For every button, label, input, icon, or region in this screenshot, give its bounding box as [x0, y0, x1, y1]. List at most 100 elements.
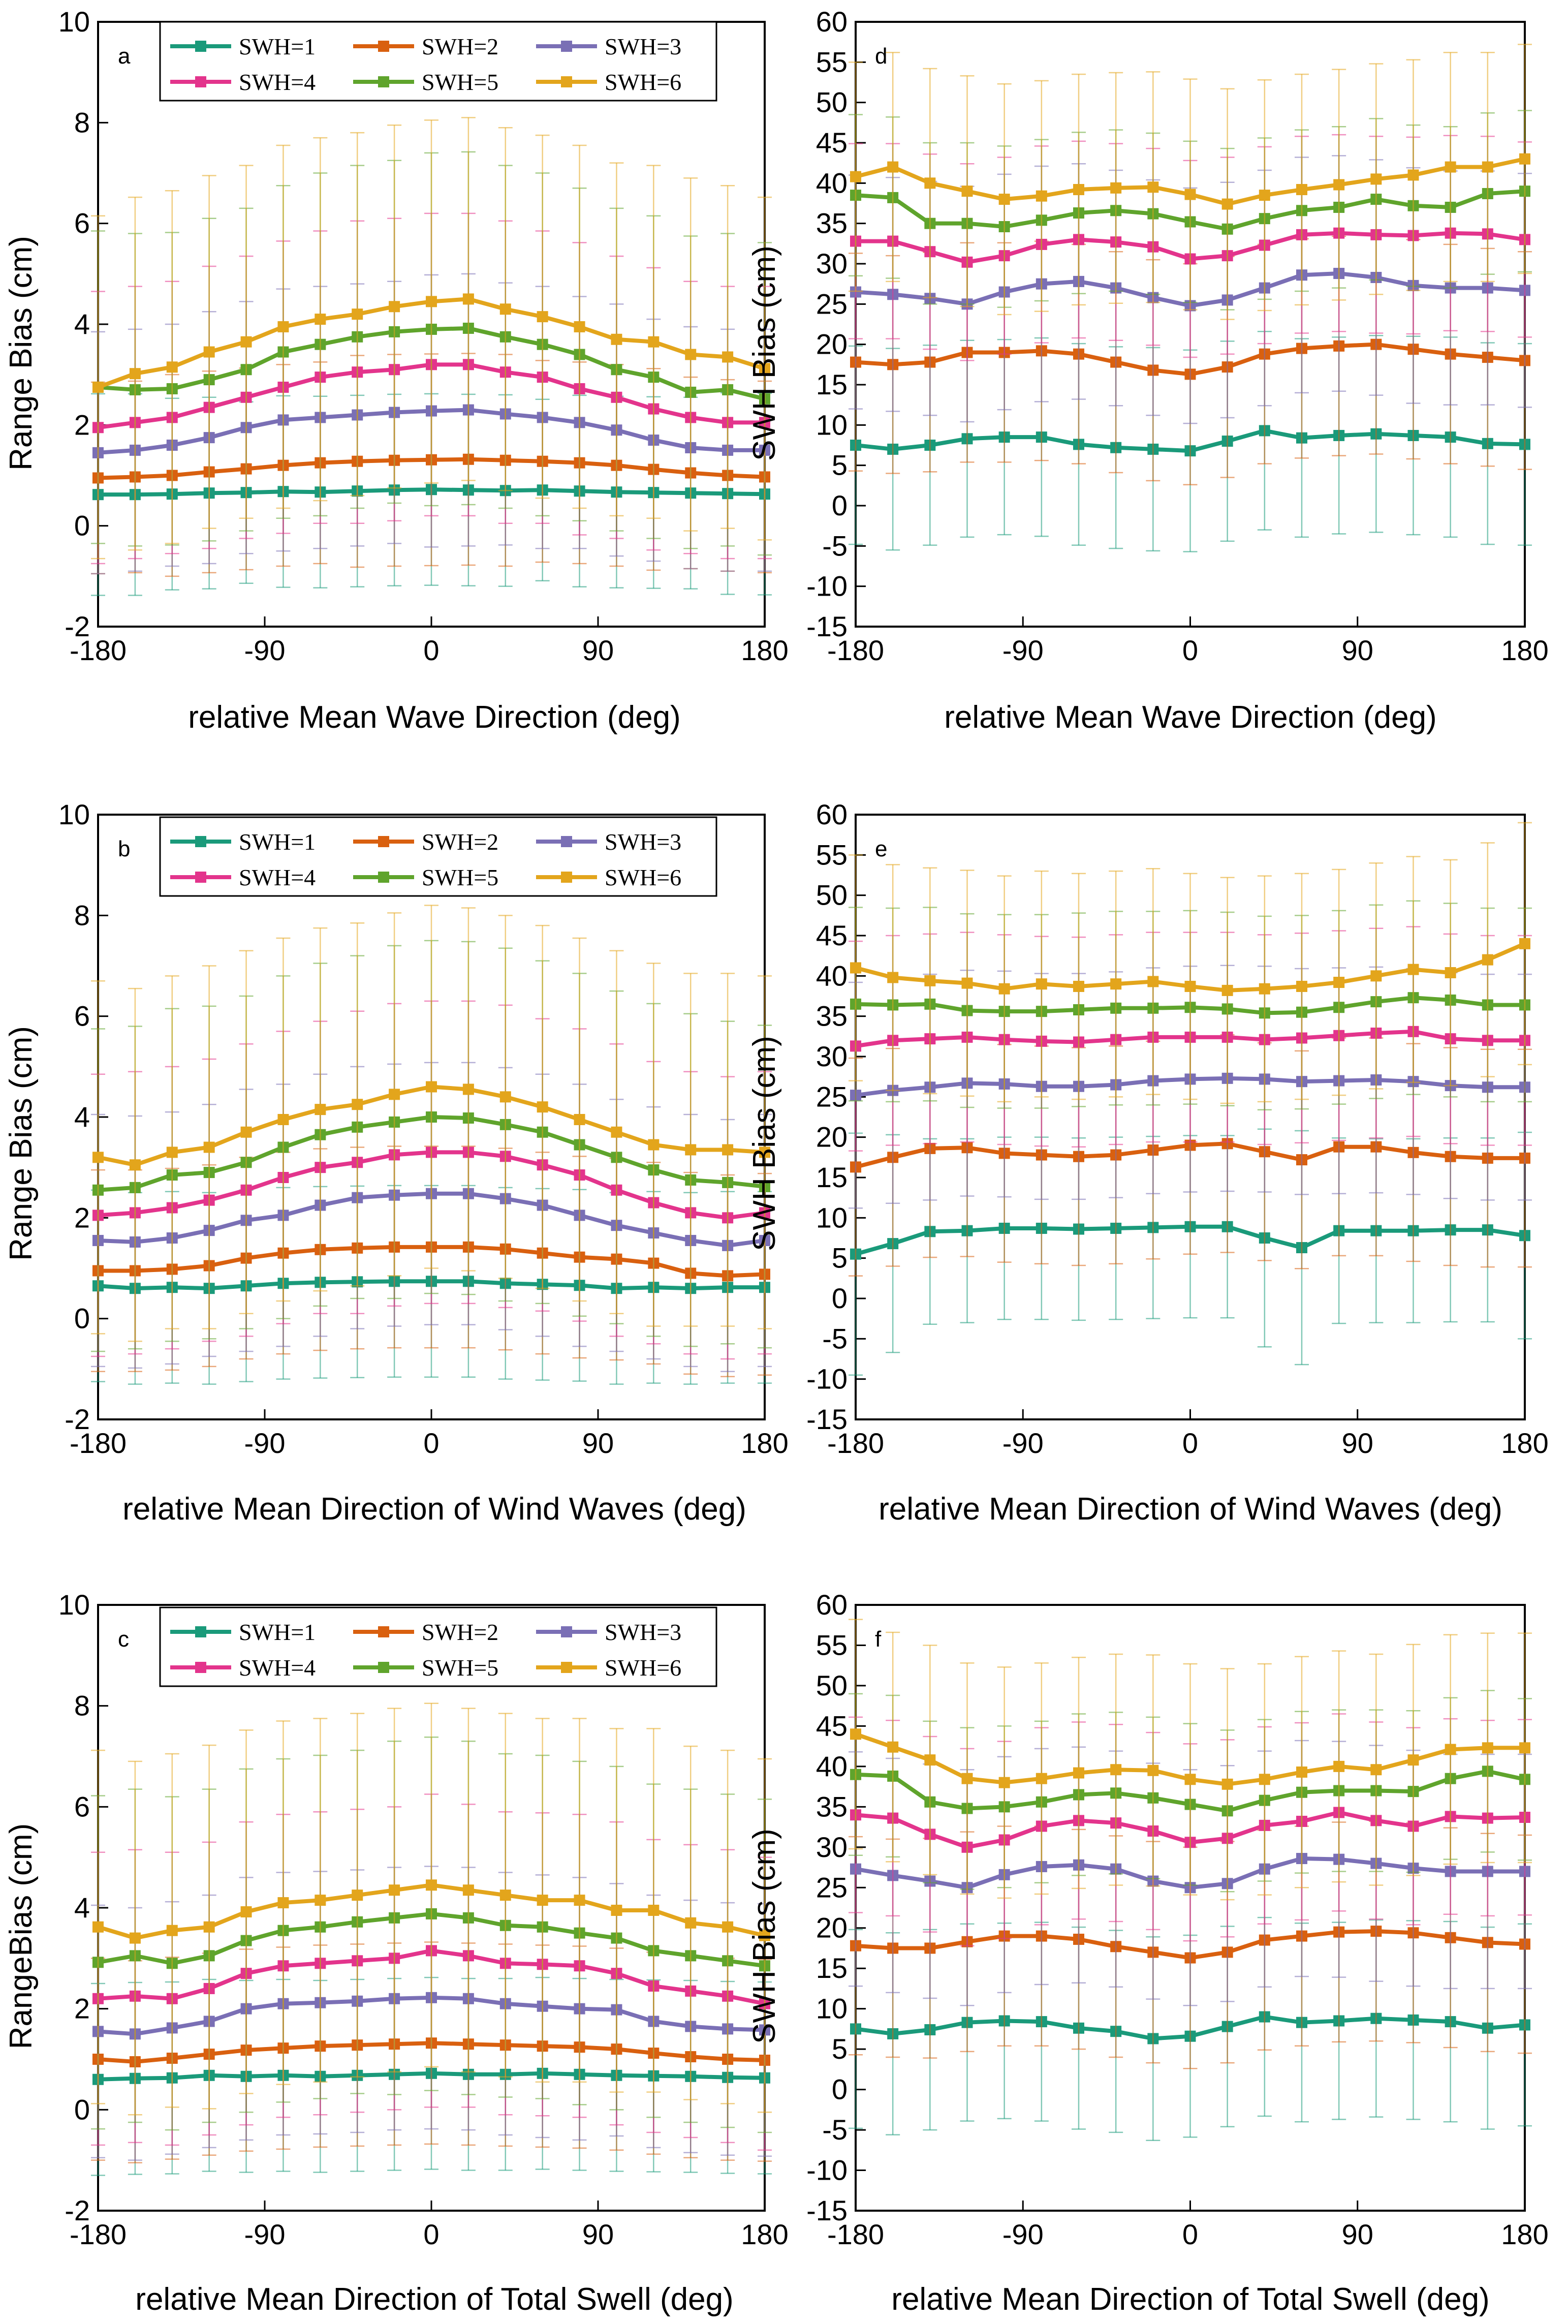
data-point [1259, 1774, 1270, 1785]
legend-marker [378, 836, 389, 847]
legend-marker [378, 1626, 389, 1637]
data-point [1519, 153, 1530, 165]
data-point [389, 1089, 400, 1100]
data-point [850, 1728, 861, 1740]
chart-panel-e: SWH Bias (cm) relative Mean Direction of… [747, 798, 1549, 1527]
panel-c-xtick-label: 90 [582, 2218, 614, 2250]
data-point [315, 1104, 326, 1115]
panel-a-letter: a [118, 44, 131, 69]
data-point [129, 368, 141, 380]
panel-f-ytick-label: 15 [816, 1952, 848, 1984]
data-point [499, 303, 511, 315]
panel-a-ytick-label: 8 [74, 106, 90, 138]
data-point [1482, 1742, 1493, 1754]
panel-e-letter: e [875, 836, 887, 861]
panel-e-xtick-label: -90 [1002, 1427, 1044, 1459]
data-point [92, 1921, 104, 1933]
panel-f-xtick-label: 90 [1342, 2218, 1373, 2250]
data-point [1147, 976, 1159, 987]
panel-f-ytick-label: 5 [832, 2033, 848, 2065]
legend-marker [195, 872, 206, 883]
data-point [722, 351, 734, 363]
panel-b-ytick-label: 10 [58, 798, 90, 830]
panel-b-ylabel: Range Bias (cm) [4, 1026, 39, 1261]
panel-e-ytick-label: -15 [806, 1403, 848, 1435]
data-point [1445, 967, 1456, 978]
panel-c-ytick-label: 6 [74, 1790, 90, 1822]
legend-label: SWH=5 [422, 864, 498, 890]
legend-marker [561, 836, 572, 847]
panel-d-ytick-label: -15 [806, 610, 848, 642]
data-point [1184, 980, 1196, 992]
data-point [1482, 161, 1493, 173]
data-point [426, 1879, 437, 1891]
data-point [648, 336, 660, 348]
panel-e-xtick-label: 90 [1342, 1427, 1373, 1459]
data-point [537, 1101, 548, 1113]
panel-e-ytick-label: -10 [806, 1363, 848, 1395]
data-point [1296, 980, 1307, 992]
data-point [887, 1741, 899, 1753]
data-point [611, 1126, 622, 1138]
panel-b-xtick-label: -180 [70, 1427, 127, 1459]
data-point [203, 1141, 215, 1153]
legend-label: SWH=5 [422, 69, 498, 95]
panel-a-xtick-label: -90 [244, 634, 286, 666]
data-point [389, 301, 400, 313]
data-point [1110, 182, 1122, 194]
data-point [611, 1904, 622, 1916]
data-point [129, 1159, 141, 1171]
legend-marker [561, 872, 572, 883]
data-point [462, 1884, 474, 1896]
data-point [611, 333, 622, 345]
data-point [240, 1906, 252, 1917]
panel-c-ytick-label: 10 [58, 1589, 90, 1621]
data-point [1333, 179, 1345, 191]
panel-d-ytick-label: 5 [832, 449, 848, 481]
panel-d-ytick-label: 60 [816, 6, 848, 38]
chart-panel-f: SWH Bias (cm) relative Mean Direction of… [747, 1589, 1549, 2317]
panel-b-ytick-label: 4 [74, 1101, 90, 1133]
chart-panel-d: SWH Bias (cm) relative Mean Wave Directi… [747, 6, 1549, 735]
panel-d-ylabel: SWH Bias (cm) [747, 245, 782, 461]
panel-c-ytick-label: 2 [74, 1993, 90, 2025]
data-point [352, 1889, 363, 1901]
data-point [240, 336, 252, 348]
panel-f-xtick-label: 180 [1501, 2218, 1548, 2250]
panel-f-ytick-label: 25 [816, 1871, 848, 1903]
panel-d-ytick-label: 50 [816, 86, 848, 118]
data-point [1370, 970, 1382, 982]
panel-f-letter: f [875, 1627, 882, 1652]
panel-f-ytick-label: 10 [816, 1993, 848, 2025]
panel-d-series-SWH6 [849, 44, 1532, 320]
panel-f-ytick-label: 55 [816, 1629, 848, 1661]
legend-label: SWH=4 [239, 69, 316, 95]
panel-f-xlabel: relative Mean Direction of Total Swell (… [891, 2282, 1489, 2317]
data-point [1296, 184, 1307, 196]
panel-a-ytick-label: 10 [58, 6, 90, 38]
panel-f-xtick-label: 0 [1182, 2218, 1198, 2250]
data-point [722, 1144, 734, 1156]
legend-marker [195, 76, 206, 87]
panel-b-ytick-label: 6 [74, 1000, 90, 1032]
data-point [1147, 181, 1159, 193]
panel-c-ytick-label: -2 [65, 2194, 90, 2226]
panel-f-ytick-label: 60 [816, 1589, 848, 1621]
data-point [685, 1144, 697, 1156]
panel-c-ytick-label: 4 [74, 1892, 90, 1924]
data-point [315, 314, 326, 325]
panel-f-ytick-label: 45 [816, 1710, 848, 1742]
panel-e-ytick-label: 30 [816, 1040, 848, 1072]
data-point [462, 293, 474, 305]
data-point [1333, 1760, 1345, 1772]
panel-c-series-SWH6 [91, 1702, 772, 2116]
data-point [277, 1897, 289, 1909]
data-point [1445, 1744, 1456, 1755]
panel-a-ytick-label: 2 [74, 409, 90, 441]
legend-label: SWH=3 [605, 34, 681, 59]
data-point [277, 1113, 289, 1125]
legend-label: SWH=5 [422, 1655, 498, 1681]
panel-d-ytick-label: -5 [822, 530, 848, 562]
panel-c-xtick-label: -90 [244, 2218, 286, 2250]
